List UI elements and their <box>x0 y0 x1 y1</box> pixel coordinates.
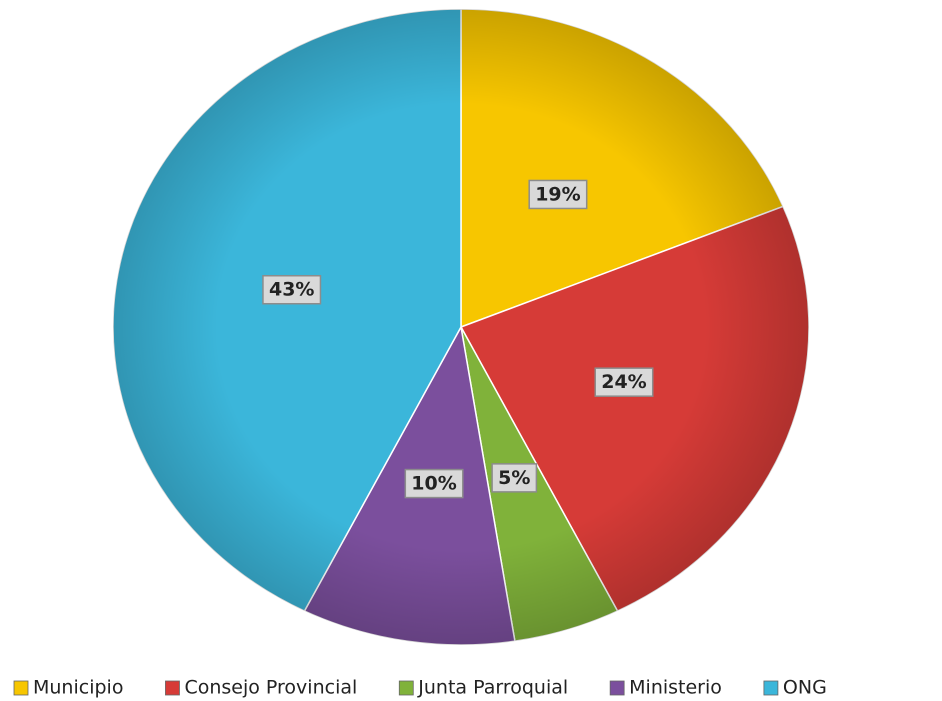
legend-label: Consejo Provincial <box>184 677 357 699</box>
value-label: 19% <box>535 183 580 205</box>
legend-label: ONG <box>783 677 827 699</box>
legend: Municipio Consejo Provincial Junta Parroqu… <box>13 677 827 699</box>
value-label-box <box>262 274 322 305</box>
value-label-box <box>594 367 654 397</box>
value-label: 5% <box>498 467 530 489</box>
value-label-box <box>491 463 538 493</box>
legend-swatch <box>13 680 29 696</box>
legend-swatch <box>609 680 625 696</box>
value-labels: 19% 24% 5% 10% 43% <box>262 179 654 499</box>
value-label-box <box>404 468 464 499</box>
value-label: 10% <box>411 473 456 495</box>
legend-swatch <box>763 680 779 696</box>
value-label-box <box>528 179 588 210</box>
legend-label: Junta Parroquial <box>417 677 568 699</box>
legend-swatch <box>398 680 414 696</box>
pie <box>112 8 810 646</box>
value-label: 43% <box>269 279 314 301</box>
legend-swatch <box>165 680 180 696</box>
value-label: 24% <box>601 371 646 393</box>
legend-label: Municipio <box>33 677 123 699</box>
legend-label: Ministerio <box>629 677 722 699</box>
